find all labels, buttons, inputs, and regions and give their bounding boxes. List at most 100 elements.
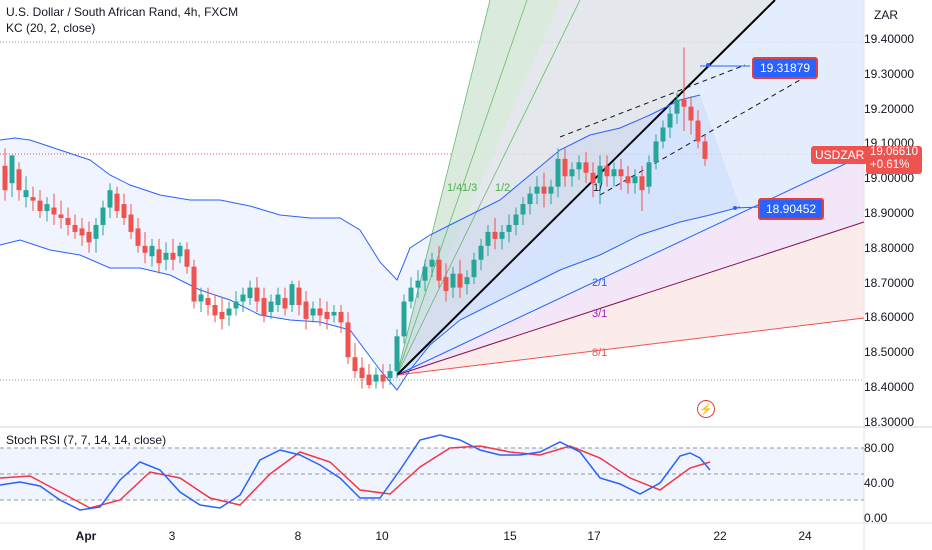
price-tick-label: 18.40000 <box>864 380 915 394</box>
symbol-tag: USDZAR <box>811 146 869 164</box>
candle-body <box>569 169 575 177</box>
candle-body <box>79 228 85 236</box>
candle-body <box>128 214 134 232</box>
candle-body <box>317 308 323 316</box>
price-tick-label: 19.40000 <box>864 32 915 46</box>
channel-bottom <box>599 79 801 196</box>
fan-label-1-2: 1/2 <box>495 182 511 194</box>
candle-body <box>51 207 57 215</box>
candle-body <box>576 162 582 170</box>
price-callout-lower[interactable]: 18.90452 <box>758 198 825 220</box>
candle-body <box>674 99 680 114</box>
candle-body <box>688 106 694 121</box>
candle-body <box>177 245 183 257</box>
candle-body <box>485 231 491 246</box>
candle-body <box>184 249 190 267</box>
candle-body <box>506 224 512 232</box>
candle-body <box>296 287 302 305</box>
candle-body <box>583 162 589 173</box>
candle-body <box>562 158 568 177</box>
time-tick-label: 3 <box>168 529 176 543</box>
candle-body <box>331 311 337 316</box>
callout-leader-lower <box>734 206 761 209</box>
candle-body <box>121 204 127 218</box>
candle-body <box>261 298 267 316</box>
time-tick-label: 15 <box>503 529 517 543</box>
candle-body <box>30 197 36 201</box>
price-tick-label: 18.50000 <box>864 345 915 360</box>
candle-body <box>457 273 463 288</box>
candle-body <box>604 165 610 177</box>
fan-line-1-3 <box>396 0 581 376</box>
keltner-upper <box>0 94 701 281</box>
candle-body <box>352 357 358 372</box>
candle-body <box>268 301 274 312</box>
candle-body <box>247 287 253 299</box>
candle-body <box>380 374 386 382</box>
candle-body <box>639 176 645 191</box>
candle-body <box>58 214 64 218</box>
candle-body <box>219 311 225 319</box>
candle-body <box>660 127 666 142</box>
candle-body <box>93 224 99 239</box>
candle-body <box>142 245 148 253</box>
lightning-icon[interactable]: ⚡ <box>697 400 715 418</box>
candle-body <box>702 141 708 159</box>
price-callout-upper[interactable]: 19.31879 <box>752 57 819 79</box>
keltner-legend: KC (20, 2, close) <box>6 21 96 35</box>
stoch-tick-label: 80.00 <box>864 441 895 455</box>
candle-body <box>65 218 71 225</box>
candle-body <box>303 301 309 319</box>
candle-body <box>548 186 554 194</box>
candle-body <box>191 266 197 302</box>
candle-body <box>653 141 659 163</box>
candle-body <box>100 207 106 225</box>
candle-body <box>205 298 211 305</box>
price-tick-label: 18.60000 <box>864 310 915 325</box>
fan-label-1-4: 1/4 <box>447 182 463 194</box>
candle-body <box>443 277 449 292</box>
candle-body <box>478 245 484 260</box>
candle-body <box>527 193 533 205</box>
candle-body <box>212 305 218 316</box>
fan-label-1-1: 1/ <box>593 182 603 194</box>
candle-body <box>16 169 22 191</box>
candle-body <box>86 231 92 243</box>
candle-body <box>37 200 43 212</box>
fan-label-3-1: 3/1 <box>592 308 608 320</box>
candle-body <box>324 311 330 319</box>
stoch-rsi-legend: Stoch RSI (7, 7, 14, 14, close) <box>6 433 167 447</box>
time-tick-label: 10 <box>375 529 389 543</box>
candle-body <box>373 374 379 382</box>
price-tag: 19.06610 +0.61% <box>866 146 922 174</box>
candle-body <box>310 308 316 316</box>
symbol-legend: U.S. Dollar / South African Rand, 4h, FX… <box>6 5 239 19</box>
anchor-point <box>706 63 710 67</box>
candle-body <box>534 186 540 194</box>
fan-label-1-3: 1/3 <box>462 182 478 194</box>
candle-body <box>254 287 260 302</box>
candle-body <box>338 311 344 323</box>
candle-body <box>492 231 498 239</box>
candle-body <box>541 186 547 194</box>
candle-body <box>471 259 477 278</box>
candle-body <box>387 371 393 379</box>
legend: U.S. Dollar / South African Rand, 4h, FX… <box>6 4 238 36</box>
candle-body <box>429 259 435 267</box>
candle-body <box>233 301 239 309</box>
candle-body <box>9 155 15 184</box>
candle-body <box>625 176 631 184</box>
candle-body <box>618 169 624 177</box>
candle-body <box>359 367 365 379</box>
fan-line-1-8 <box>396 0 491 376</box>
candle-body <box>401 301 407 337</box>
stoch-k-line <box>0 434 711 511</box>
fan-line-2-1 <box>396 154 865 376</box>
keltner-fill <box>0 95 740 390</box>
fan-fill-blue <box>397 0 864 375</box>
currency-label[interactable]: ZAR <box>874 8 898 22</box>
candle-body <box>464 277 470 285</box>
stoch-tick-label: 40.00 <box>864 476 895 490</box>
anchor-point <box>733 206 737 210</box>
